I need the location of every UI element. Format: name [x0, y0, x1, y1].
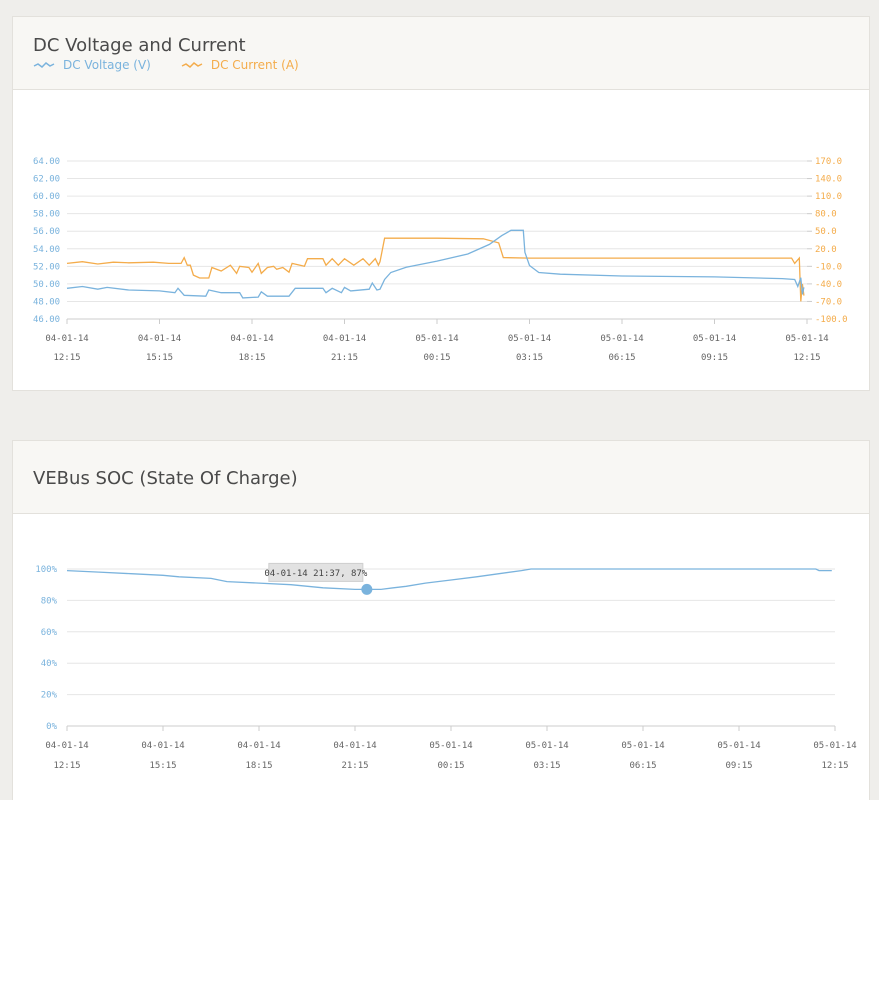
y-right-tick-label: 170.0	[815, 157, 842, 167]
chart-legend: DC Voltage (V) DC Current (A)	[33, 58, 299, 72]
x-tick-label-date: 04-01-14	[237, 741, 280, 751]
x-tick-label-time: 09:15	[701, 353, 728, 363]
tooltip-text: 04-01-14 21:37, 87%	[264, 569, 368, 579]
y-tick-label: 100%	[35, 565, 57, 575]
x-tick-label-date: 05-01-14	[415, 334, 458, 344]
x-tick-label-time: 21:15	[331, 353, 358, 363]
x-tick-label-date: 04-01-14	[138, 334, 181, 344]
line-series-icon	[181, 62, 203, 68]
y-right-tick-label: 110.0	[815, 192, 842, 202]
x-tick-label-time: 09:15	[725, 761, 752, 771]
x-tick-label-date: 04-01-14	[333, 741, 376, 751]
x-tick-label-date: 05-01-14	[525, 741, 568, 751]
y-right-tick-label: -100.0	[815, 315, 848, 325]
x-tick-label-time: 21:15	[341, 761, 368, 771]
x-tick-label-time: 12:15	[793, 353, 820, 363]
x-tick-label-date: 05-01-14	[693, 334, 736, 344]
highlight-point	[361, 583, 373, 595]
legend-label-voltage: DC Voltage (V)	[63, 58, 151, 72]
y-tick-label: 0%	[46, 722, 57, 732]
panel-title: VEBus SOC (State Of Charge)	[33, 468, 298, 489]
x-tick-label-time: 00:15	[437, 761, 464, 771]
x-tick-label-date: 04-01-14	[45, 334, 88, 344]
y-tick-label: 80%	[41, 596, 58, 606]
y-left-tick-label: 54.00	[33, 245, 60, 255]
x-tick-label-date: 05-01-14	[429, 741, 472, 751]
dc-voltage-current-panel: DC Voltage and Current DC Voltage (V) DC…	[12, 16, 870, 391]
x-tick-label-time: 18:15	[238, 353, 265, 363]
y-tick-label: 20%	[41, 691, 58, 701]
x-tick-label-date: 05-01-14	[717, 741, 760, 751]
x-tick-label-date: 05-01-14	[813, 741, 856, 751]
x-tick-label-time: 15:15	[149, 761, 176, 771]
series-line-dc-current	[66, 237, 805, 302]
legend-label-current: DC Current (A)	[210, 58, 299, 72]
y-left-tick-label: 58.00	[33, 210, 60, 220]
x-tick-label-date: 05-01-14	[621, 741, 664, 751]
x-tick-label-time: 18:15	[245, 761, 272, 771]
y-right-tick-label: -40.0	[815, 280, 842, 290]
x-tick-label-time: 12:15	[821, 761, 848, 771]
y-left-tick-label: 52.00	[33, 262, 60, 272]
y-left-tick-label: 46.00	[33, 315, 60, 325]
x-tick-label-time: 12:15	[53, 353, 80, 363]
legend-item-current[interactable]: DC Current (A)	[181, 58, 299, 72]
y-left-tick-label: 62.00	[33, 175, 60, 185]
x-tick-label-time: 00:15	[423, 353, 450, 363]
y-left-tick-label: 50.00	[33, 280, 60, 290]
x-tick-label-time: 06:15	[629, 761, 656, 771]
dc-voltage-current-chart: 64.0062.0060.0058.0056.0054.0052.0050.00…	[33, 157, 848, 363]
panel-header: VEBus SOC (State Of Charge)	[13, 441, 869, 514]
x-tick-label-time: 06:15	[608, 353, 635, 363]
x-tick-label-date: 04-01-14	[323, 334, 366, 344]
x-tick-label-date: 04-01-14	[230, 334, 273, 344]
x-tick-label-time: 15:15	[146, 353, 173, 363]
tooltip-box	[268, 562, 364, 582]
y-right-tick-label: -10.0	[815, 262, 842, 272]
series-line-soc	[66, 568, 832, 591]
y-tick-label: 60%	[41, 628, 58, 638]
x-tick-label-date: 05-01-14	[508, 334, 551, 344]
legend-item-voltage[interactable]: DC Voltage (V)	[33, 58, 151, 72]
vebus-soc-chart: 100% 80% 60% 40% 20% 0% 04-01-14 12:15 04-01-14 1…	[35, 562, 857, 771]
tooltip: 04-01-14 21:37, 87%	[264, 562, 368, 582]
y-left-tick-label: 48.00	[33, 297, 60, 307]
y-right-tick-label: 80.0	[815, 210, 837, 220]
x-tick-label-date: 04-01-14	[141, 741, 184, 751]
y-left-tick-label: 64.00	[33, 157, 60, 167]
y-right-tick-label: 50.0	[815, 227, 837, 237]
x-tick-label-time: 03:15	[516, 353, 543, 363]
y-tick-label: 40%	[41, 659, 58, 669]
y-right-tick-label: -70.0	[815, 297, 842, 307]
y-left-tick-label: 56.00	[33, 227, 60, 237]
y-right-tick-label: 20.0	[815, 245, 837, 255]
x-tick-label-date: 04-01-14	[45, 741, 88, 751]
line-series-icon	[33, 62, 55, 68]
vebus-soc-panel: VEBus SOC (State Of Charge) 100% 80% 60% 40…	[12, 440, 870, 800]
series-line-dc-voltage	[66, 229, 805, 299]
x-tick-label-time: 03:15	[533, 761, 560, 771]
x-tick-label-date: 05-01-14	[600, 334, 643, 344]
x-tick-label-time: 12:15	[53, 761, 80, 771]
y-left-tick-label: 60.00	[33, 192, 60, 202]
x-tick-label-date: 05-01-14	[785, 334, 828, 344]
panel-title: DC Voltage and Current	[33, 35, 246, 56]
panel-header: DC Voltage and Current DC Voltage (V) DC…	[13, 17, 869, 90]
y-right-tick-label: 140.0	[815, 175, 842, 185]
